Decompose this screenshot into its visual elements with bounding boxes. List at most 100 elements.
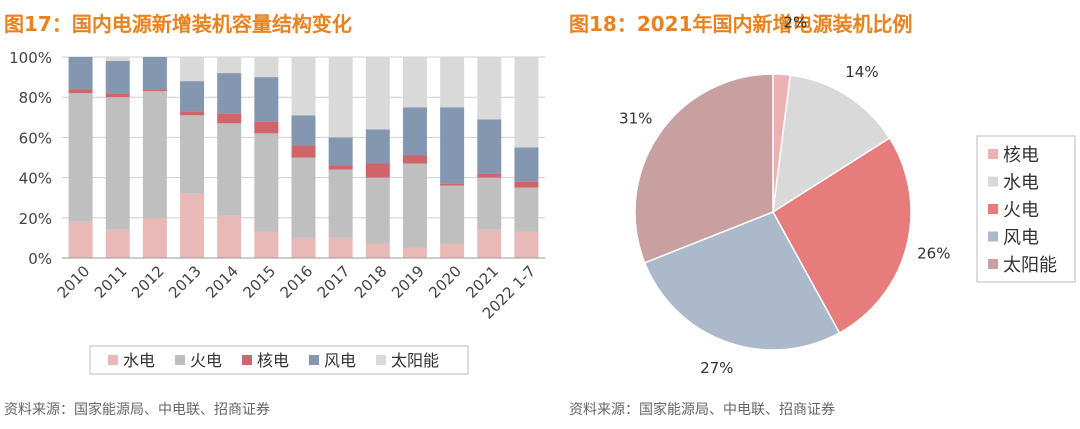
pie-legend-swatch-pie_hydro <box>988 176 998 187</box>
bar-segment-solar <box>365 57 390 130</box>
bar-segment-nuclear <box>68 89 93 94</box>
pie-legend-swatch-pie_nuclear <box>988 149 998 159</box>
bar-segment-thermal <box>402 163 427 248</box>
bar-segment-thermal <box>440 185 465 244</box>
legend-box <box>89 345 469 375</box>
bar-segment-hydro <box>514 231 539 258</box>
bar-segment-nuclear <box>105 93 130 98</box>
bar-segment-nuclear <box>254 121 279 134</box>
bar-segment-solar <box>402 57 427 108</box>
bar-segment-wind <box>105 61 130 94</box>
pie-legend-label-pie_thermal: 火电 <box>1003 200 1039 221</box>
bar-segment-nuclear <box>180 111 205 116</box>
legend-label-solar: 太阳能 <box>391 351 439 370</box>
bar-segment-nuclear <box>217 113 242 124</box>
right-chart-title: 图18：2021年国内新增电源装机比例 <box>569 12 913 36</box>
pie-slice-pie_thermal <box>772 137 912 334</box>
pie-legend-swatch-pie_solar <box>988 259 998 269</box>
bar-segment-hydro <box>105 229 130 258</box>
bar-segment-nuclear <box>328 165 353 170</box>
bar-segment-thermal <box>68 93 93 222</box>
bar-segment-wind <box>440 107 465 184</box>
pie-slice-pie_hydro <box>772 74 891 214</box>
legend-label-wind: 风电 <box>324 351 356 370</box>
x-tick-label: 2011 <box>91 262 131 302</box>
pie-data-label: 31% <box>619 110 652 128</box>
left-source-note: 资料来源：国家能源局、中电联、招商证券 <box>4 402 270 418</box>
bar-segment-nuclear <box>402 155 427 164</box>
pie-data-label: 2% <box>784 13 808 31</box>
bar-segment-thermal <box>217 123 242 216</box>
bar-segment-solar <box>217 57 242 74</box>
pie-slice-pie_wind <box>643 211 841 351</box>
bar-segment-hydro <box>142 217 167 258</box>
bar-segment-wind <box>68 57 93 90</box>
left-chart-title: 图17：国内电源新增装机容量结构变化 <box>4 12 352 36</box>
bar-segment-nuclear <box>514 181 539 188</box>
bar-segment-solar <box>440 57 465 108</box>
bar-segment-thermal <box>142 91 167 218</box>
bar-segment-thermal <box>365 177 390 244</box>
bar-segment-wind <box>180 81 205 112</box>
bar-segment-thermal <box>328 169 353 238</box>
bar-segment-hydro <box>365 243 390 258</box>
bar-segment-nuclear <box>291 145 316 158</box>
y-tick-label: 40% <box>19 170 52 188</box>
x-tick-label: 2014 <box>202 262 242 302</box>
pie-legend-label-pie_solar: 太阳能 <box>1003 255 1057 276</box>
pie-slice-pie_solar <box>634 73 774 264</box>
legend-swatch-hydro <box>108 355 118 365</box>
x-tick-label: 2012 <box>128 262 168 302</box>
bar-segment-thermal <box>477 177 502 230</box>
pie-data-label: 14% <box>845 63 878 81</box>
bar-segment-wind <box>142 57 167 90</box>
x-tick-label: 2016 <box>277 262 317 302</box>
bar-segment-hydro <box>68 221 93 258</box>
bar-segment-wind <box>254 77 279 122</box>
pie-legend-label-pie_nuclear: 核电 <box>1003 145 1039 166</box>
x-tick-label: 2018 <box>351 262 391 302</box>
bar-segment-solar <box>477 57 502 120</box>
bar-segment-wind <box>514 147 539 182</box>
bar-segment-wind <box>365 129 390 164</box>
legend-swatch-nuclear <box>242 355 252 365</box>
legend-swatch-wind <box>309 355 319 365</box>
y-tick-label: 0% <box>28 250 52 268</box>
bar-segment-solar <box>328 57 353 138</box>
bar-segment-wind <box>328 137 353 166</box>
legend-swatch-solar <box>376 355 386 365</box>
bar-segment-nuclear <box>477 173 502 178</box>
bar-segment-wind <box>477 119 502 174</box>
bar-segment-thermal <box>254 133 279 232</box>
bar-segment-solar <box>105 57 130 62</box>
legend-swatch-thermal <box>175 355 185 365</box>
bar-segment-thermal <box>514 187 539 232</box>
bar-segment-hydro <box>402 247 427 258</box>
bar-segment-solar <box>291 57 316 116</box>
pie-legend-label-pie_wind: 风电 <box>1003 228 1039 249</box>
bar-segment-hydro <box>217 215 242 258</box>
bar-segment-wind <box>402 107 427 156</box>
y-tick-label: 80% <box>19 89 52 107</box>
x-tick-label: 2017 <box>314 262 354 302</box>
y-tick-label: 100% <box>9 49 52 67</box>
bar-segment-hydro <box>254 231 279 258</box>
pie-data-label: 27% <box>700 359 733 377</box>
y-tick-label: 60% <box>19 129 52 147</box>
x-tick-label: 2010 <box>54 262 94 302</box>
pie-legend-swatch-pie_thermal <box>988 204 998 214</box>
legend-label-nuclear: 核电 <box>257 351 289 370</box>
x-tick-label: 2013 <box>165 262 205 302</box>
right-source-note: 资料来源：国家能源局、中电联、招商证券 <box>569 402 835 418</box>
bar-segment-hydro <box>180 193 205 258</box>
bar-segment-nuclear <box>142 89 167 92</box>
bar-segment-wind <box>291 115 316 146</box>
bar-segment-hydro <box>328 237 353 258</box>
bar-segment-hydro <box>291 237 316 258</box>
y-tick-label: 20% <box>19 210 52 228</box>
bar-segment-thermal <box>291 157 316 238</box>
bar-segment-nuclear <box>365 163 390 178</box>
pie-legend-swatch-pie_wind <box>988 231 998 242</box>
